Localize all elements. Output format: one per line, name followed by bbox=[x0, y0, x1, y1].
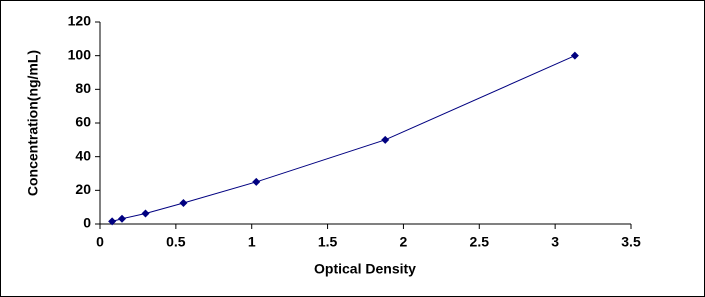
data-point bbox=[252, 177, 261, 186]
x-tick-label: 2 bbox=[400, 234, 408, 250]
y-tick-label: 100 bbox=[68, 46, 92, 62]
x-tick-label: 1.5 bbox=[318, 234, 338, 250]
x-tick-label: 3.5 bbox=[621, 234, 641, 250]
y-axis-title: Concentration(ng/mL) bbox=[25, 50, 41, 196]
y-tick-label: 60 bbox=[75, 114, 91, 130]
x-axis-title: Optical Density bbox=[314, 261, 416, 277]
x-tick-label: 1 bbox=[248, 234, 256, 250]
y-tick-label: 0 bbox=[83, 215, 91, 231]
y-tick-label: 120 bbox=[68, 13, 92, 29]
y-tick-label: 80 bbox=[75, 80, 91, 96]
data-point bbox=[381, 135, 390, 144]
data-point bbox=[108, 217, 117, 226]
data-point bbox=[141, 209, 150, 218]
data-point bbox=[570, 51, 579, 60]
y-tick-label: 40 bbox=[75, 147, 91, 163]
x-tick-label: 2.5 bbox=[470, 234, 490, 250]
x-tick-label: 0 bbox=[96, 234, 104, 250]
x-tick-label: 3 bbox=[551, 234, 559, 250]
y-tick-label: 20 bbox=[75, 181, 91, 197]
data-point bbox=[179, 198, 188, 207]
data-point bbox=[117, 214, 126, 223]
x-tick-label: 0.5 bbox=[166, 234, 186, 250]
